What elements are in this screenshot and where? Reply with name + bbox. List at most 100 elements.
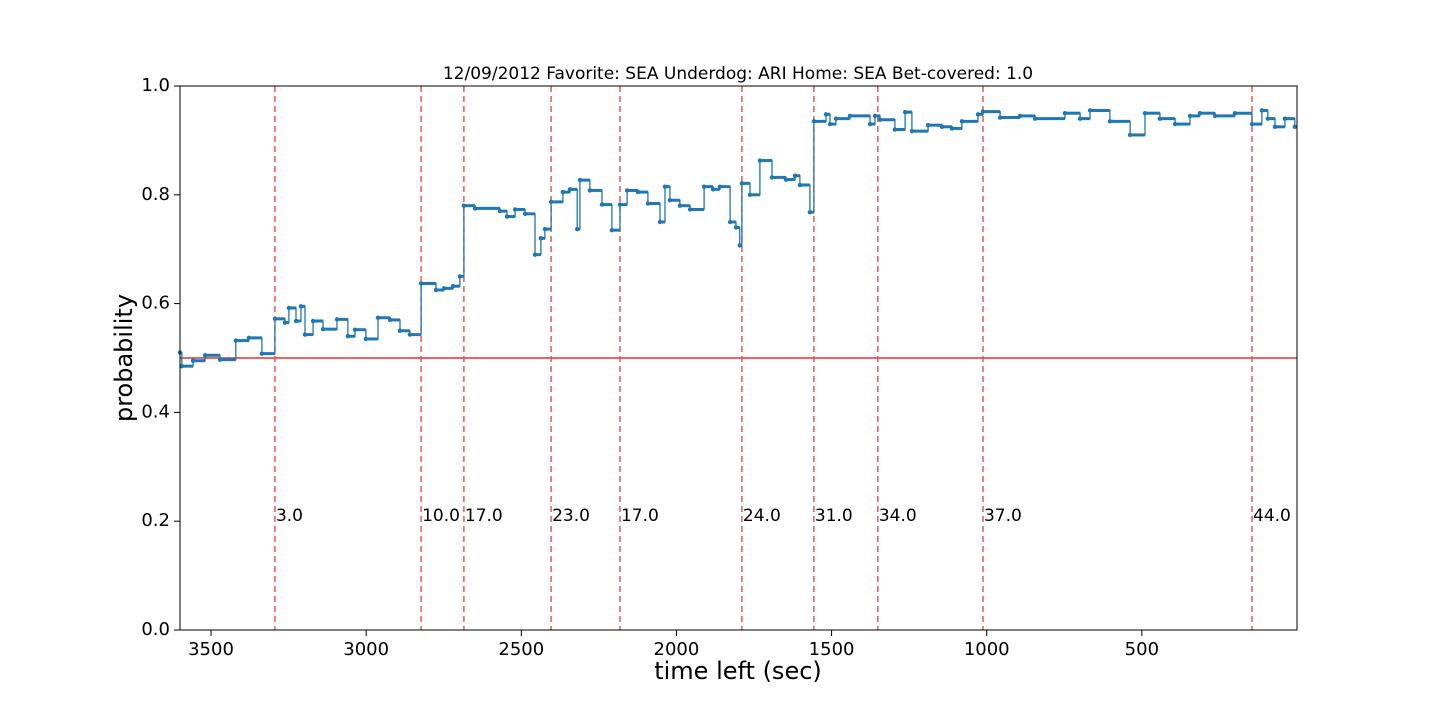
data-point	[710, 187, 716, 192]
data-point	[909, 128, 915, 134]
data-point	[387, 317, 393, 323]
data-point	[1157, 116, 1163, 121]
data-point	[1127, 132, 1133, 138]
y-tick-label: 0.0	[141, 619, 170, 640]
data-point	[1265, 116, 1271, 121]
x-tick-label: 500	[1125, 639, 1159, 660]
data-point	[677, 203, 683, 208]
data-point	[457, 274, 463, 279]
data-point	[217, 357, 223, 362]
data-point	[980, 109, 986, 114]
data-point	[246, 335, 252, 341]
data-point	[1282, 116, 1288, 121]
data-point	[1249, 121, 1255, 127]
x-tick-label: 2500	[498, 639, 544, 660]
data-point	[397, 328, 403, 333]
event-label: 10.0	[422, 506, 460, 526]
data-point	[1062, 111, 1068, 116]
data-point	[548, 199, 554, 205]
data-point	[190, 358, 196, 363]
data-point	[441, 286, 447, 291]
data-point	[892, 127, 898, 132]
data-point	[522, 211, 528, 217]
data-point	[202, 353, 208, 358]
data-point	[717, 184, 723, 189]
y-tick-label: 0.6	[141, 293, 170, 314]
data-point	[1017, 113, 1023, 119]
data-point	[259, 351, 265, 356]
event-label: 31.0	[815, 506, 853, 526]
data-point	[949, 126, 955, 131]
data-point	[1212, 113, 1218, 119]
data-point	[739, 181, 745, 186]
data-point	[574, 226, 580, 232]
data-point	[877, 117, 883, 122]
data-point	[1272, 124, 1278, 129]
data-point	[293, 318, 299, 324]
data-point	[902, 109, 908, 115]
step-line	[180, 109, 1296, 367]
data-point	[997, 115, 1003, 120]
data-point	[609, 227, 615, 233]
data-point	[532, 252, 538, 257]
data-point	[1077, 116, 1083, 121]
data-point	[1107, 119, 1113, 124]
data-point	[1187, 113, 1193, 119]
event-label: 17.0	[465, 506, 503, 526]
data-point	[1259, 108, 1265, 113]
data-point	[667, 198, 673, 203]
event-label: 17.0	[621, 506, 659, 526]
data-point	[701, 184, 707, 189]
data-point	[298, 304, 304, 309]
y-axis-label: probability	[110, 294, 138, 422]
data-point	[1142, 111, 1148, 116]
data-point	[542, 226, 548, 232]
data-point	[504, 214, 510, 219]
data-point	[939, 124, 945, 129]
data-point	[687, 207, 693, 212]
event-label: 23.0	[552, 506, 590, 526]
data-point	[302, 332, 308, 337]
y-tick-label: 0.2	[141, 510, 170, 531]
y-tick-label: 0.8	[141, 184, 170, 205]
event-label: 3.0	[276, 506, 303, 526]
data-point	[472, 206, 478, 211]
data-point	[1172, 121, 1178, 127]
data-point	[334, 317, 340, 322]
event-label: 24.0	[743, 506, 781, 526]
data-point	[567, 187, 573, 192]
data-point	[823, 112, 829, 117]
data-point	[345, 334, 351, 339]
data-point	[797, 182, 803, 188]
data-point	[512, 207, 518, 212]
data-point	[1232, 111, 1238, 116]
event-label: 34.0	[879, 506, 917, 526]
data-point	[662, 184, 668, 189]
data-point	[757, 158, 763, 163]
data-point	[747, 192, 753, 197]
y-tick-label: 1.0	[141, 75, 170, 96]
data-point	[560, 189, 566, 195]
data-point	[827, 121, 833, 127]
event-label: 44.0	[1253, 506, 1291, 526]
data-point	[286, 305, 292, 311]
data-point	[450, 283, 456, 289]
data-point	[872, 113, 878, 119]
data-point	[833, 116, 839, 121]
data-point	[320, 326, 326, 332]
y-tick-label: 0.4	[141, 401, 170, 422]
data-point	[233, 338, 239, 343]
data-point	[727, 219, 733, 225]
data-point	[617, 202, 623, 207]
data-point	[375, 315, 381, 320]
data-point	[645, 201, 651, 206]
data-point	[975, 112, 981, 117]
data-point	[737, 243, 742, 248]
data-point	[352, 327, 358, 332]
x-tick-label: 3500	[188, 639, 234, 660]
data-point	[577, 177, 583, 183]
data-point	[497, 208, 503, 214]
data-point	[657, 219, 663, 225]
